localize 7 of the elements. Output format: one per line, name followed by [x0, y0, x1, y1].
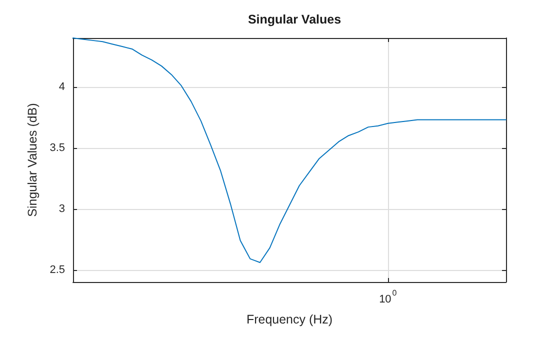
y-axis-title: Singular Values (dB)	[25, 103, 40, 217]
y-tick-label: 3	[58, 202, 65, 215]
y-tick-label: 2.5	[50, 264, 65, 276]
x-axis-title: Frequency (Hz)	[246, 312, 333, 326]
y-tick-label: 3.5	[50, 142, 65, 154]
chart-title: Singular Values	[248, 12, 342, 26]
y-tick-label: 4	[58, 80, 65, 93]
